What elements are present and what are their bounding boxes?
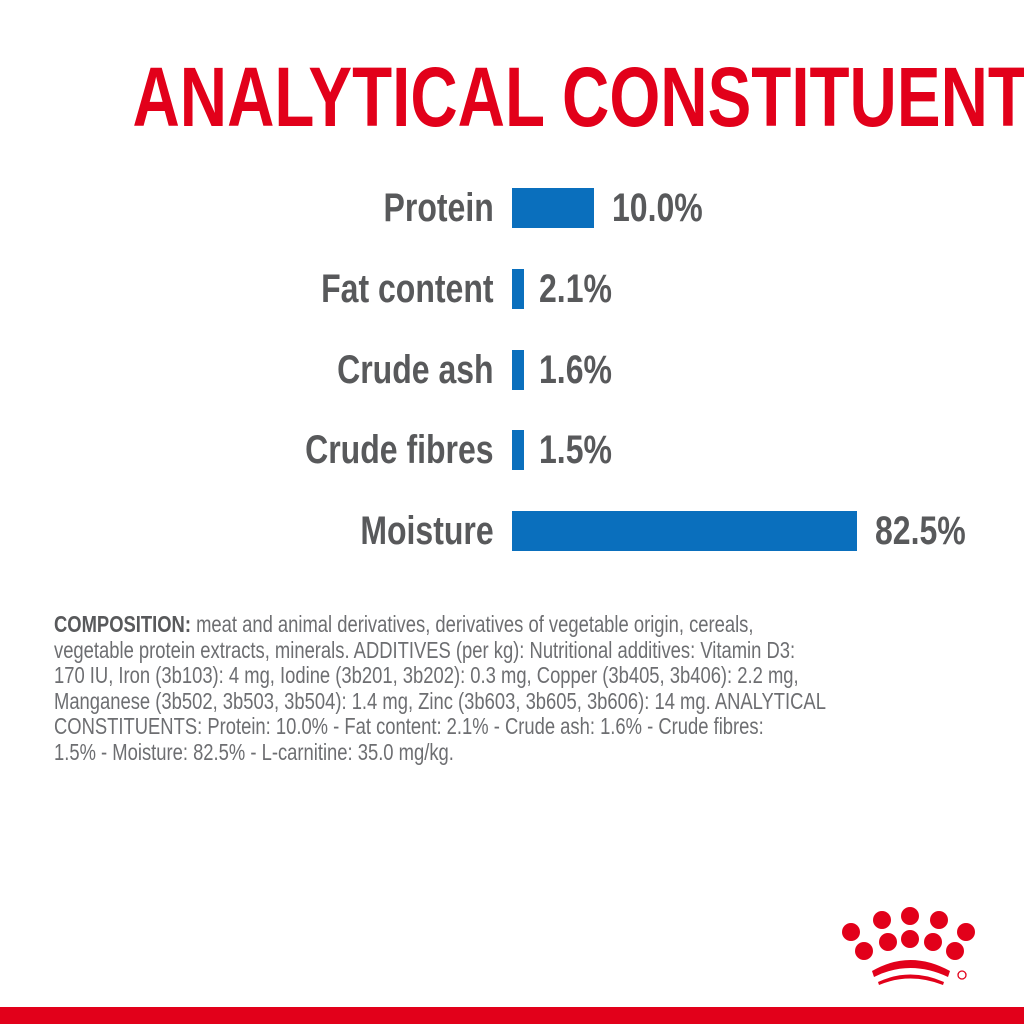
page-title: ANALYTICAL CONSTITUENTS [0,52,1024,142]
composition-line: vegetable protein extracts, minerals. AD… [54,636,796,663]
composition-line: 170 IU, Iron (3b103): 4 mg, Iodine (3b20… [54,662,799,688]
bar-row: Protein 10.0% [0,187,1024,229]
composition-line: CONSTITUENTS: Protein: 10.0% - Fat conte… [54,713,764,739]
composition-text: COMPOSITION: meat and animal derivatives… [54,611,1019,765]
category-label: Crude ash [337,348,494,392]
bar-row: Moisture 82.5% [0,510,1024,552]
composition-heading: COMPOSITION: [54,611,191,637]
value-label: 2.1% [539,267,612,311]
value-label: 82.5% [875,509,966,553]
royal-canin-crown-logo [842,907,975,985]
title-text: ANALYTICAL CONSTITUENTS [132,50,1024,144]
value-label: 1.5% [539,428,612,472]
value-label: 1.6% [539,348,612,392]
category-label: Fat content [321,267,494,311]
composition-line: COMPOSITION: meat and animal derivatives… [54,611,826,638]
bar-row: Crude fibres 1.5% [0,429,1024,471]
bar [512,188,594,228]
bar [512,511,857,551]
composition-line: 1.5% - Moisture: 82.5% - L-carnitine: 35… [54,738,454,765]
bar [512,430,524,470]
bar-row: Crude ash 1.6% [0,349,1024,391]
value-label: 10.0% [612,186,703,230]
category-label: Moisture [360,509,494,553]
bar-row: Fat content 2.1% [0,268,1024,310]
bar [512,350,524,390]
composition-line: Manganese (3b502, 3b503, 3b504): 1.4 mg,… [54,687,826,714]
bar [512,269,524,309]
brand-footer-bar [0,1007,1024,1024]
composition-line-text: meat and animal derivatives, derivatives… [190,611,754,637]
category-label: Protein [383,186,494,230]
category-label: Crude fibres [305,428,494,472]
